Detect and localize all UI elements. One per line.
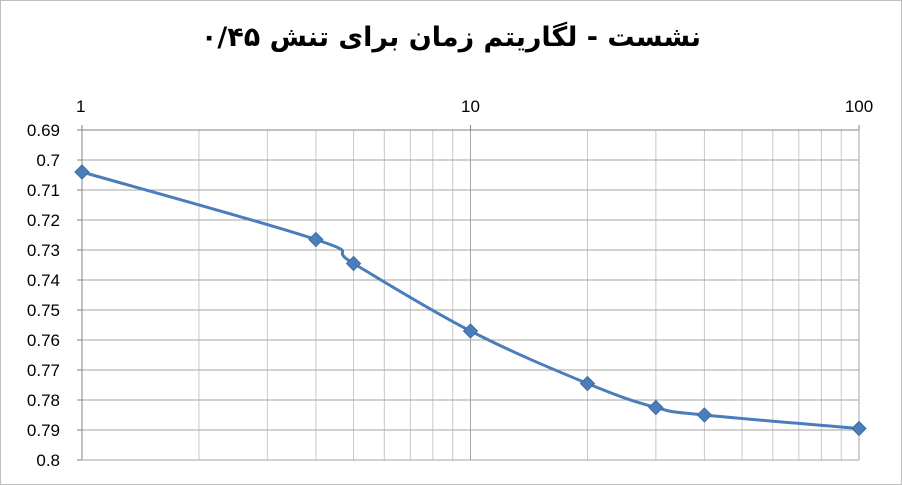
data-point-marker: [851, 420, 867, 437]
chart-title: نشست - لگاریتم زمان برای تنش ۰/۴۵: [200, 22, 702, 53]
y-tick-label: 0.72: [27, 211, 60, 230]
y-tick-label: 0.75: [27, 301, 60, 320]
y-tick-label: 0.77: [27, 361, 60, 380]
y-tick-label: 0.76: [27, 331, 60, 350]
x-tick-label: 10: [461, 97, 480, 116]
data-point-marker: [308, 231, 324, 248]
data-point-marker: [579, 375, 596, 392]
data-point-marker: [462, 323, 479, 339]
y-tick-label: 0.69: [27, 121, 60, 140]
y-tick-label: 0.8: [36, 451, 60, 470]
y-tick-label: 0.74: [27, 271, 60, 290]
y-tick-label: 0.79: [27, 421, 60, 440]
y-tick-label: 0.71: [27, 181, 60, 200]
x-tick-label: 1: [76, 97, 85, 116]
data-point-marker: [345, 255, 362, 272]
data-point-marker: [648, 399, 664, 416]
y-tick-label: 0.7: [36, 151, 60, 170]
x-tick-label: 100: [845, 97, 873, 116]
y-tick-label: 0.73: [27, 241, 60, 260]
data-point-marker: [74, 164, 90, 180]
y-tick-label: 0.78: [27, 391, 60, 410]
data-point-marker: [696, 407, 713, 423]
